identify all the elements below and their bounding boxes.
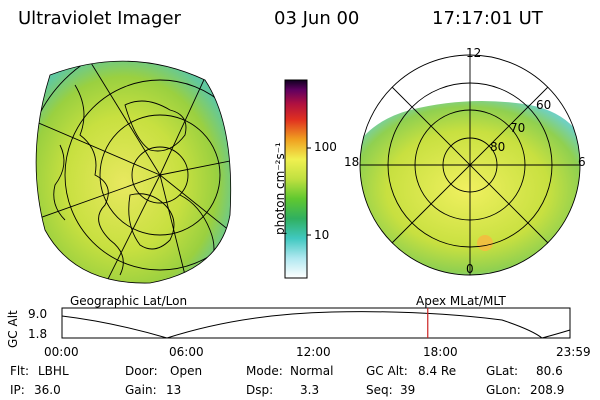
dsp-value: 3.3	[300, 383, 320, 397]
altitude-xtick-2359: 23:59	[556, 345, 591, 359]
colorbar-unit-label: photon cm⁻²s⁻¹	[273, 142, 287, 235]
mlat-label-70: 70	[510, 121, 526, 135]
glon-label: GLon:	[486, 383, 521, 397]
gcalt-value: 8.4 Re	[418, 364, 457, 378]
auroral-oval	[360, 101, 580, 275]
altitude-ylabel: GC Alt	[6, 310, 20, 348]
observation-time: 17:17:01 UT	[432, 8, 543, 29]
gain-label: Gain:	[125, 383, 157, 397]
altitude-curve	[61, 311, 571, 339]
altitude-xtick-1200: 12:00	[296, 345, 331, 359]
flt-value: LBHL	[38, 364, 69, 378]
left-map-caption: Geographic Lat/Lon	[70, 294, 188, 308]
mlt-label-0: 0	[466, 262, 474, 276]
altitude-ytick-high: 9.0	[28, 307, 48, 321]
mlt-label-12: 12	[466, 46, 482, 60]
mlat-label-80: 80	[490, 140, 506, 154]
altitude-xtick-0000: 00:00	[44, 345, 79, 359]
observation-date: 03 Jun 00	[274, 8, 360, 29]
flt-label: Flt:	[10, 364, 29, 378]
gcalt-label: GC Alt:	[366, 364, 408, 378]
seq-value: 39	[400, 383, 416, 397]
colorbar-tick-10: 10	[314, 228, 330, 242]
app-title: Ultraviolet Imager	[18, 8, 181, 29]
seq-label: Seq:	[366, 383, 393, 397]
glon-value: 208.9	[530, 383, 565, 397]
mlat-label-60: 60	[536, 98, 552, 112]
gain-value: 13	[166, 383, 182, 397]
glat-label: GLat:	[486, 364, 519, 378]
altitude-xtick-0600: 06:00	[169, 345, 204, 359]
door-value: Open	[170, 364, 203, 378]
mode-label: Mode:	[246, 364, 283, 378]
mlt-label-6: 6	[578, 155, 586, 169]
mlt-label-18: 18	[344, 155, 360, 169]
right-map-caption: Apex MLat/MLT	[416, 294, 506, 308]
altitude-plot	[61, 307, 571, 339]
ip-value: 36.0	[34, 383, 61, 397]
glat-value: 80.6	[536, 364, 563, 378]
geographic-map	[35, 60, 232, 284]
polar-mlt-map	[359, 54, 581, 276]
colorbar-tick-100: 100	[314, 140, 337, 154]
mode-value: Normal	[290, 364, 334, 378]
dsp-label: Dsp:	[246, 383, 274, 397]
altitude-xtick-1800: 18:00	[423, 345, 458, 359]
colorbar	[284, 79, 311, 279]
altitude-ytick-low: 1.8	[28, 327, 48, 341]
ip-label: IP:	[10, 383, 25, 397]
door-label: Door:	[125, 364, 158, 378]
